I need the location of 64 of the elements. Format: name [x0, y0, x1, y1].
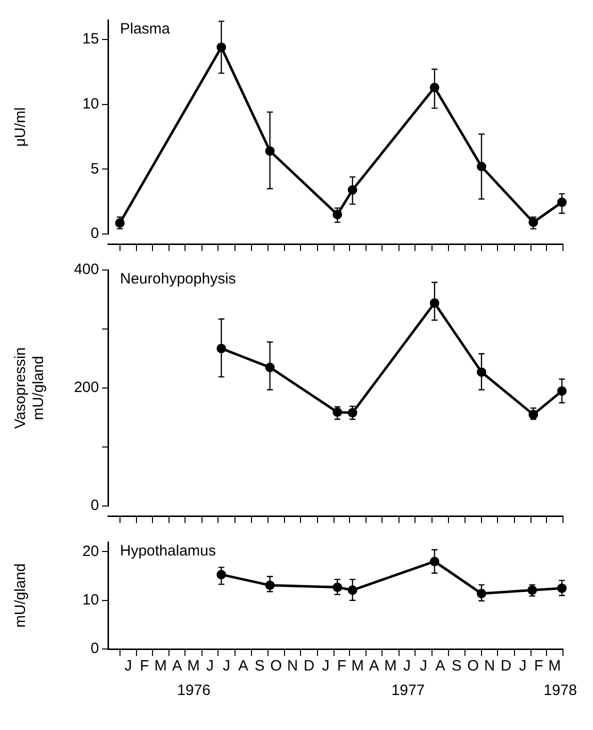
text: F	[534, 658, 544, 675]
chart-title: Neurohypophysis	[120, 270, 236, 288]
y-axis-title: mU/gland	[12, 563, 30, 628]
text: J	[519, 658, 527, 675]
text: M	[187, 658, 200, 675]
y-axis-title: μU/ml	[12, 107, 30, 147]
y-tick-label: 20	[82, 542, 99, 560]
y-tick-label: 10	[82, 592, 99, 609]
text: F	[337, 658, 346, 675]
x-tick-label: 1976	[177, 682, 211, 700]
point	[557, 197, 567, 207]
text: A	[238, 658, 248, 675]
text: J	[420, 658, 428, 675]
point	[348, 408, 358, 418]
point	[332, 407, 342, 417]
point	[557, 386, 567, 396]
point	[348, 585, 358, 595]
y-tick-label: 10	[82, 95, 99, 112]
point	[557, 583, 567, 593]
point	[348, 185, 358, 195]
text: A	[172, 658, 182, 675]
y-tick-label: 200	[74, 379, 99, 396]
text: M	[154, 658, 167, 675]
x-tick-label: 1977	[391, 682, 425, 700]
y-tick-label: 0	[90, 640, 99, 658]
y-tick-label: 400	[74, 261, 99, 278]
text: D	[304, 658, 315, 675]
text: J	[206, 658, 214, 675]
point	[265, 362, 275, 372]
y-tick-label: 5	[90, 160, 99, 178]
chart-title: Plasma	[120, 20, 171, 38]
point	[265, 146, 275, 156]
x-tick-label: 1978	[544, 682, 577, 700]
text: A	[369, 658, 380, 675]
text: S	[452, 658, 462, 675]
point	[332, 210, 342, 220]
text: M	[384, 658, 397, 675]
text: A	[435, 658, 446, 675]
point	[476, 367, 486, 377]
point	[430, 556, 440, 566]
text: J	[322, 658, 330, 675]
text: J	[403, 658, 411, 675]
text: O	[270, 658, 282, 675]
text: N	[287, 658, 298, 675]
point	[430, 298, 440, 308]
point	[476, 588, 486, 598]
y-tick-label: 0	[90, 225, 99, 242]
text: N	[484, 658, 496, 675]
chart-title: Hypothalamus	[120, 542, 216, 560]
text: S	[254, 658, 265, 675]
point	[332, 582, 342, 592]
point	[265, 580, 275, 590]
text: O	[467, 658, 479, 675]
y-tick-label: 0	[90, 497, 99, 514]
y-tick-label: 15	[82, 30, 99, 48]
text: D	[500, 658, 512, 675]
text: F	[140, 658, 150, 675]
text: J	[124, 658, 132, 675]
text: M	[548, 658, 561, 675]
point	[430, 82, 440, 92]
text: J	[222, 658, 230, 675]
point	[476, 162, 486, 172]
y-axis-title: Vasopressin mU/gland	[12, 347, 48, 429]
text: M	[351, 658, 364, 675]
